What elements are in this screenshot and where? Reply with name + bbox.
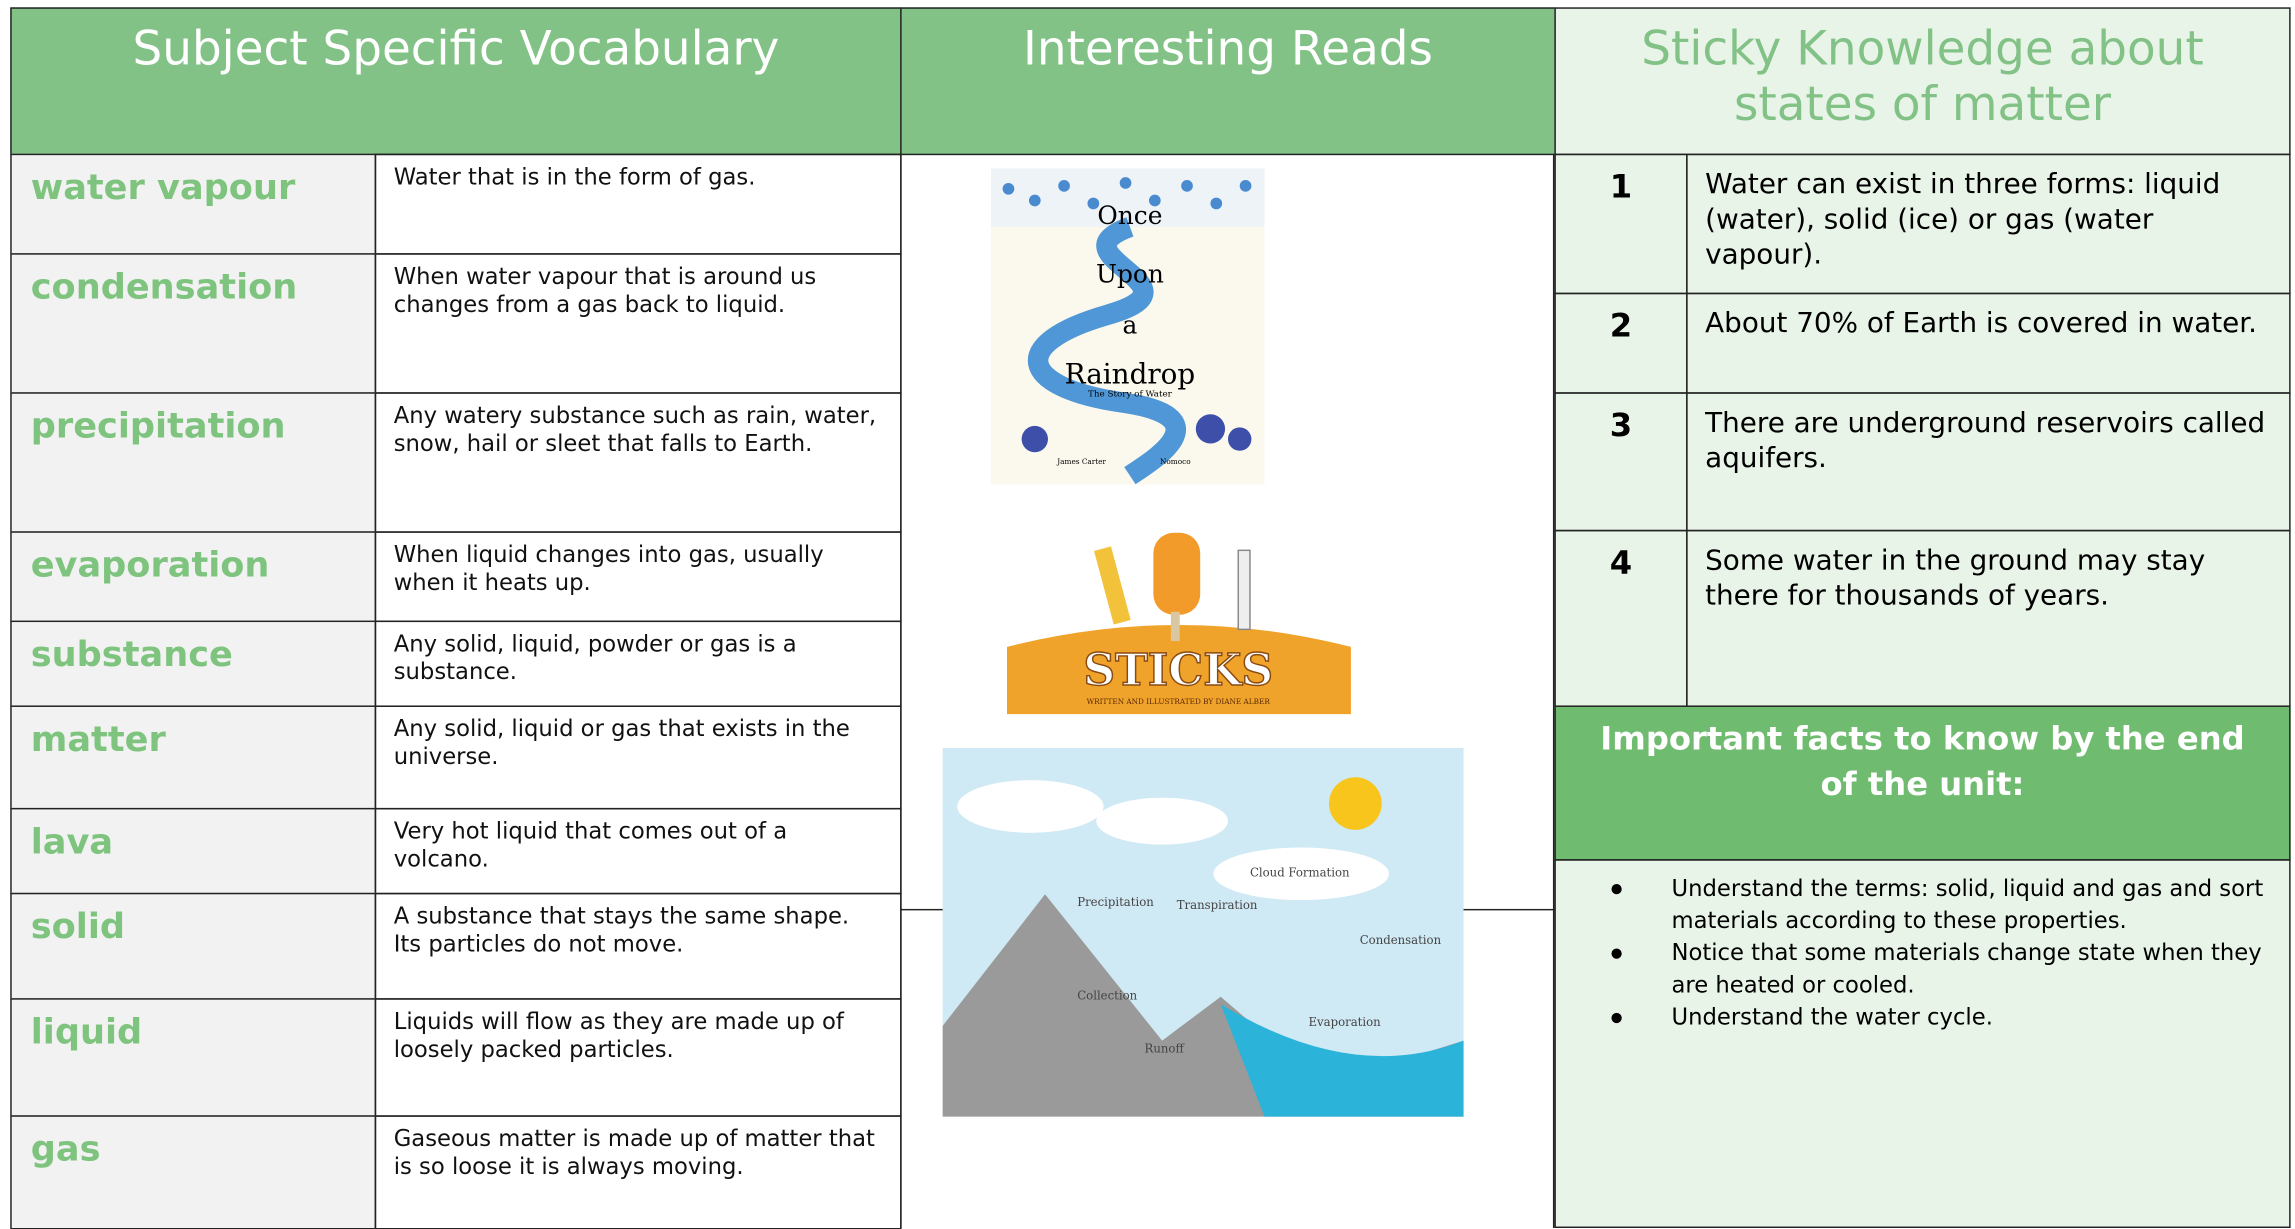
vocabulary-term: condensation [10, 253, 377, 394]
fact-text: About 70% of Earth is covered in water. [1686, 292, 2291, 394]
sticky-title: Sticky Knowledge about states of matter [1554, 7, 2291, 156]
cover-text: WRITTEN AND ILLUSTRATED BY DIANE ALBER [1087, 697, 1271, 706]
diagram-label: Condensation [1360, 933, 1442, 947]
bullet [1611, 884, 1622, 895]
important-list: Understand the terms: solid, liquid and … [1554, 859, 2291, 1229]
book-cover-raindrop: Once Upon a Raindrop The Story of Water … [990, 168, 1265, 485]
vocabulary-definition: Liquids will flow as they are made up of… [374, 998, 902, 1117]
vocabulary-term: precipitation [10, 392, 377, 533]
fact-text: Water can exist in three forms: liquid (… [1686, 153, 2291, 295]
bullet [1611, 948, 1622, 959]
vocabulary-term: solid [10, 892, 377, 1000]
bullet-text: Understand the water cycle. [1671, 1004, 1993, 1031]
cover-text: Once [1097, 201, 1162, 230]
cover-text: Raindrop [1065, 357, 1196, 390]
cover-text: STICKS [1083, 645, 1273, 696]
diagram-label: Runoff [1145, 1041, 1185, 1055]
cover-text: Nomoco [1160, 457, 1191, 466]
cover-text: The Story of Water [1088, 390, 1173, 400]
vocabulary-definition: When liquid changes into gas, usually wh… [374, 531, 902, 623]
bullet-item: Notice that some materials change state … [1556, 937, 2275, 1001]
vocabulary-term: substance [10, 620, 377, 707]
vocabulary-term: liquid [10, 998, 377, 1117]
fact-number: 2 [1554, 292, 1688, 394]
water-cycle-diagram: Precipitation Transpiration Cloud Format… [942, 747, 1464, 1117]
book-cover-sticks: STICKS WRITTEN AND ILLUSTRATED BY DIANE … [1006, 529, 1351, 715]
diagram-label: Transpiration [1177, 898, 1258, 912]
important-title: Important facts to know by the end of th… [1554, 705, 2291, 861]
vocabulary-definition: Any watery substance such as rain, water… [374, 392, 902, 533]
diagram-label: Cloud Formation [1250, 866, 1350, 880]
fact-number: 3 [1554, 392, 1688, 532]
bullet-text: Understand the terms: solid, liquid and … [1671, 875, 2264, 934]
vocabulary-term: lava [10, 807, 377, 895]
vocabulary-definition: Any solid, liquid, powder or gas is a su… [374, 620, 902, 707]
vocabulary-definition: Gaseous matter is made up of matter that… [374, 1115, 902, 1229]
vocabulary-term: gas [10, 1115, 377, 1229]
sticky-background [1554, 153, 2291, 1229]
bullet [1611, 1012, 1622, 1024]
cover-text: Upon [1096, 259, 1164, 288]
bullet-text: Notice that some materials change state … [1671, 939, 2262, 999]
diagram-label: Collection [1077, 989, 1137, 1003]
fact-number: 4 [1554, 529, 1688, 707]
vocabulary-definition: Water that is in the form of gas. [374, 153, 902, 255]
bullet-item: Understand the terms: solid, liquid and … [1556, 872, 2275, 936]
vocabulary-term: evaporation [10, 531, 377, 623]
cover-text: a [1123, 311, 1138, 340]
fact-number: 1 [1554, 153, 1688, 295]
reads-title: Interesting Reads [900, 7, 1556, 156]
vocabulary-title: Subject Specific Vocabulary [10, 7, 902, 156]
vocabulary-definition: Very hot liquid that comes out of a volc… [374, 807, 902, 895]
diagram-label: Evaporation [1309, 1015, 1382, 1029]
vocabulary-definition: Any solid, liquid or gas that exists in … [374, 705, 902, 810]
vocabulary-term: water vapour [10, 153, 377, 255]
fact-text: There are underground reservoirs called … [1686, 392, 2291, 532]
bullet-item: Understand the water cycle. [1556, 1001, 2275, 1033]
fact-text: Some water in the ground may stay there … [1686, 529, 2291, 707]
diagram-label: Precipitation [1077, 895, 1154, 909]
vocabulary-definition: When water vapour that is around us chan… [374, 253, 902, 394]
cover-text: James Carter [1056, 457, 1106, 466]
vocabulary-definition: A substance that stays the same shape. I… [374, 892, 902, 1000]
vocabulary-term: matter [10, 705, 377, 810]
